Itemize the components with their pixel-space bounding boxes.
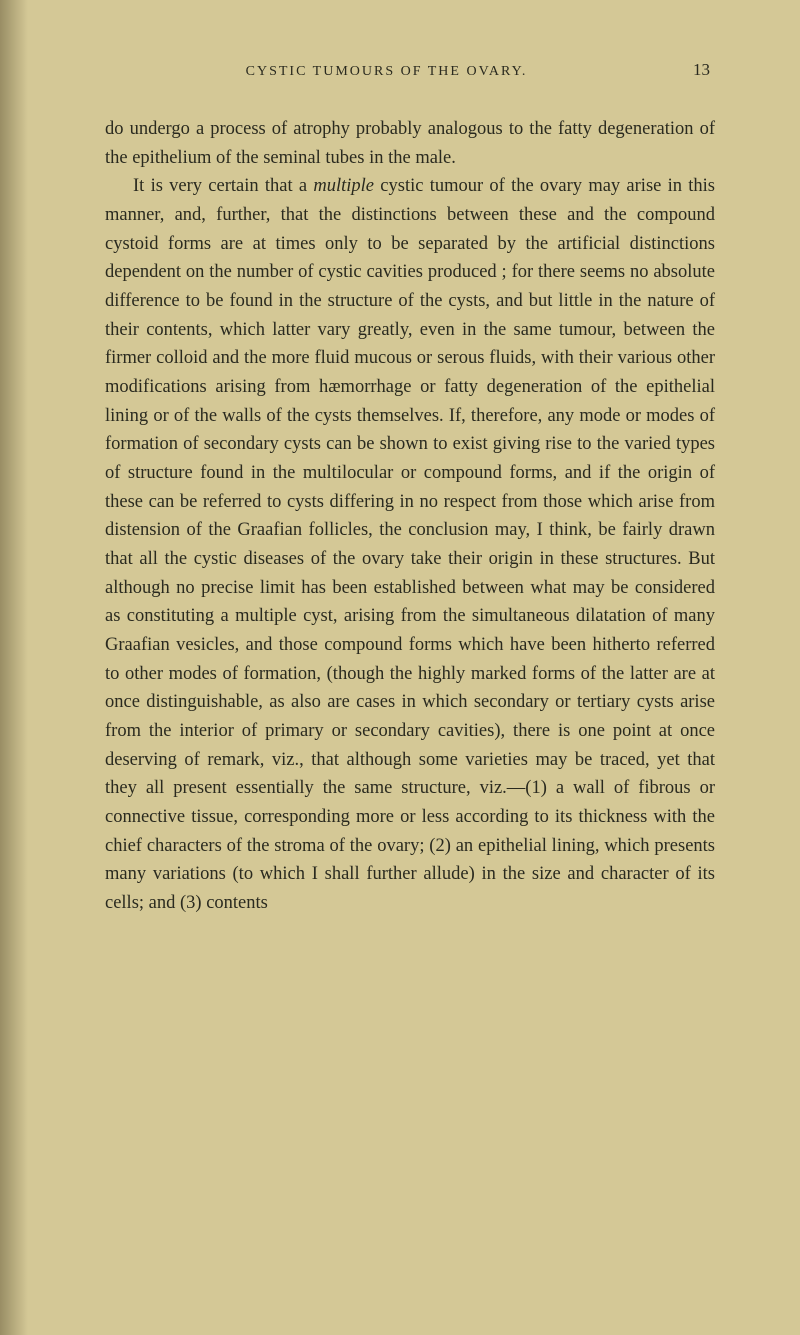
page-number: 13 — [693, 60, 710, 80]
running-head: CYSTIC TUMOURS OF THE OVARY. — [110, 64, 663, 80]
page-header: CYSTIC TUMOURS OF THE OVARY. 13 — [105, 60, 715, 80]
page-container: CYSTIC TUMOURS OF THE OVARY. 13 do under… — [0, 0, 800, 978]
para2-post: cystic tumour of the ovary may arise in … — [105, 176, 715, 913]
paragraph-2: It is very certain that a multiple cysti… — [105, 172, 715, 917]
paragraph-1: do undergo a process of atrophy probably… — [105, 115, 715, 172]
para2-pre: It is very certain that a — [133, 176, 313, 196]
para2-italic-word: multiple — [313, 176, 374, 196]
body-text: do undergo a process of atrophy probably… — [105, 115, 715, 918]
